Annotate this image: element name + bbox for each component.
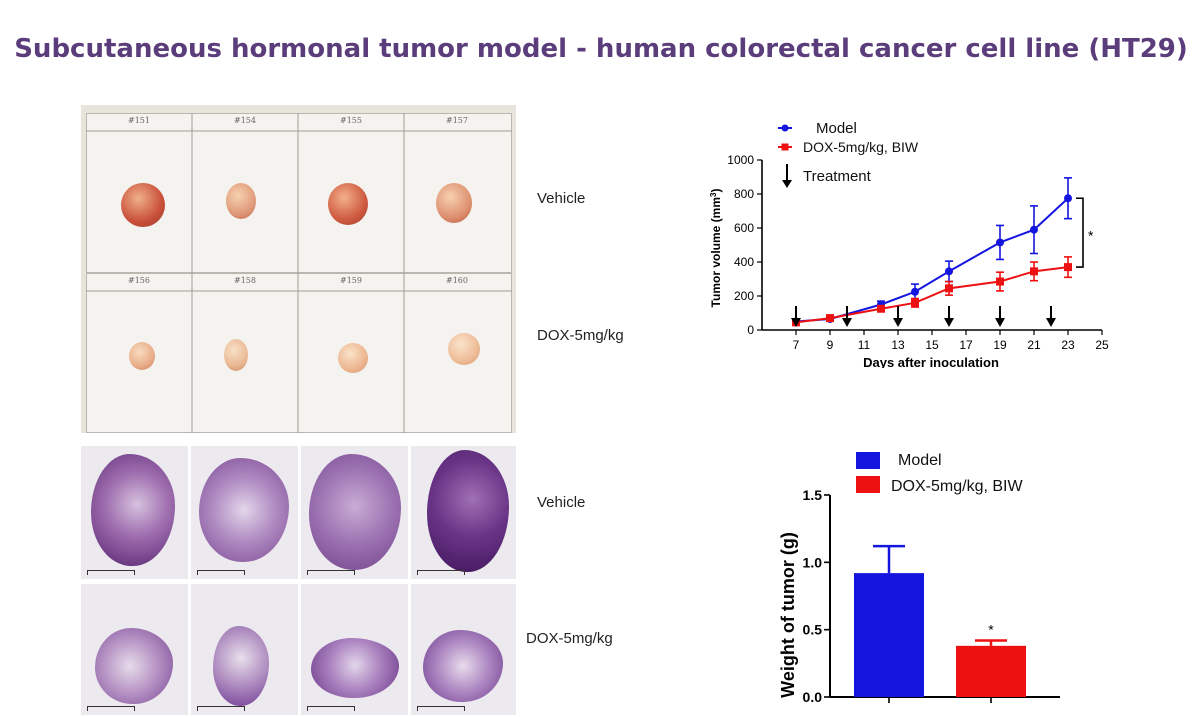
vehicle-histology-section [411,446,516,579]
line-chart-x-tick-label: 7 [793,338,800,352]
bar-legend-model-swatch [856,452,880,469]
bar-chart-y-tick-label: 0.0 [803,689,823,705]
line-chart-x-tick-label: 19 [993,338,1007,352]
line-chart-ylabel: Tumor volume (mm3) [709,189,724,308]
vehicle-tumor-photo [226,183,256,219]
treatment-arrowhead [893,318,903,327]
series-line-dox [795,266,1069,324]
dox-histology-section [411,584,516,715]
bar-dox [956,645,1026,697]
data-point-dox [1064,263,1072,272]
dox-histology-section [191,584,298,715]
grid-lines [86,113,512,433]
line-chart-x-tick-label: 17 [959,338,973,352]
line-chart-y-tick-label: 0 [747,323,754,337]
bar-chart-y-tick-label: 1.5 [803,487,823,503]
bar-legend-dox-swatch [856,476,880,493]
data-point-model [1030,225,1038,234]
vehicle-histology-section [191,446,298,579]
page-title: Subcutaneous hormonal tumor model - huma… [14,34,1188,64]
tumor-id-label: #155 [340,116,362,125]
dox-histology-section [81,584,188,715]
histo-vehicle-label: Vehicle [537,494,586,511]
legend-dox-marker [781,143,789,151]
data-point-model [945,267,953,276]
dox-tumor-photo [338,343,368,373]
legend-model-marker [781,124,789,132]
line-chart-x-tick-label: 15 [925,338,939,352]
bar-chart-ylabel: Weight of tumor (g) [778,532,798,698]
tumor-photo-panel: #151 #154 #155 #157 #156 #158 #159 #160 [81,105,516,433]
bar-chart-y-tick-label: 0.5 [803,622,823,638]
data-point-dox [826,314,834,323]
legend-model-label: Model [816,120,857,137]
vehicle-histology-section [81,446,188,579]
dox-grid-paper [86,273,512,433]
treatment-arrowhead [1046,318,1056,327]
bar-chart-y-tick-label: 1.0 [803,554,823,570]
dox-tumor-photo [224,339,248,371]
data-point-dox [996,277,1004,286]
data-point-dox [945,284,953,293]
vehicle-tumor-photo [436,183,472,223]
bar-legend-model-label: Model [898,452,942,469]
dox-histology-section [301,584,408,715]
data-point-dox [877,304,885,313]
line-chart-y-tick-label: 600 [734,221,754,235]
data-point-model [1064,194,1072,203]
line-chart-xlabel: Days after inoculation [863,355,999,368]
treatment-arrowhead [791,318,801,327]
line-chart-x-tick-label: 13 [891,338,905,352]
dox-tumor-photo [129,342,155,370]
treatment-arrowhead [995,318,1005,327]
photo-vehicle-label: Vehicle [537,190,586,207]
line-chart-y-tick-label: 200 [734,289,754,303]
tumor-id-label: #151 [128,116,150,125]
tumor-volume-line-chart: 7 9 11 13 15 17 19 21 23 25 0 200 400 600 800 1000 * Mo… [709,120,1109,368]
data-point-model [911,287,919,296]
legend-dox-label: DOX-5mg/kg, BIW [803,139,919,155]
bar-legend-dox-label: DOX-5mg/kg, BIW [891,478,1023,495]
tumor-weight-bar-chart: 0.0 0.5 1.0 1.5 * Model DOX-5mg/kg, BIW Wei… [778,452,1060,705]
data-point-dox [1030,267,1038,276]
line-chart-y-tick-label: 1000 [727,153,754,167]
vehicle-tumor-photo [328,183,368,225]
tumor-id-label: #158 [234,276,256,285]
photo-dox-label: DOX-5mg/kg [537,327,624,344]
data-point-model [996,238,1004,247]
tumor-id-label: #154 [234,116,256,125]
tumor-id-label: #160 [446,276,468,285]
treatment-legend-arrowhead [782,180,792,188]
series-line-model [795,197,1069,323]
line-chart-y-tick-label: 800 [734,187,754,201]
tumor-id-label: #159 [340,276,362,285]
dox-tumor-photo [448,333,480,365]
treatment-arrowhead [842,318,852,327]
line-chart-x-tick-label: 23 [1061,338,1075,352]
line-chart-x-tick-label: 25 [1095,338,1109,352]
line-chart-x-tick-label: 21 [1027,338,1041,352]
line-chart-x-tick-label: 11 [858,338,871,352]
line-chart-x-tick-label: 9 [827,338,834,352]
data-point-dox [911,298,919,307]
vehicle-tumor-photo [121,183,165,227]
significance-marker: * [1088,228,1094,244]
histo-dox-label: DOX-5mg/kg [526,630,613,647]
bar-significance-marker: * [988,621,994,637]
line-chart-y-tick-label: 400 [734,255,754,269]
significance-bracket [1076,197,1084,268]
vehicle-histology-section [301,446,408,579]
treatment-label: Treatment [803,168,872,185]
bar-model [854,573,924,697]
tumor-id-label: #157 [446,116,468,125]
tumor-id-label: #156 [128,276,150,285]
treatment-arrowhead [944,318,954,327]
